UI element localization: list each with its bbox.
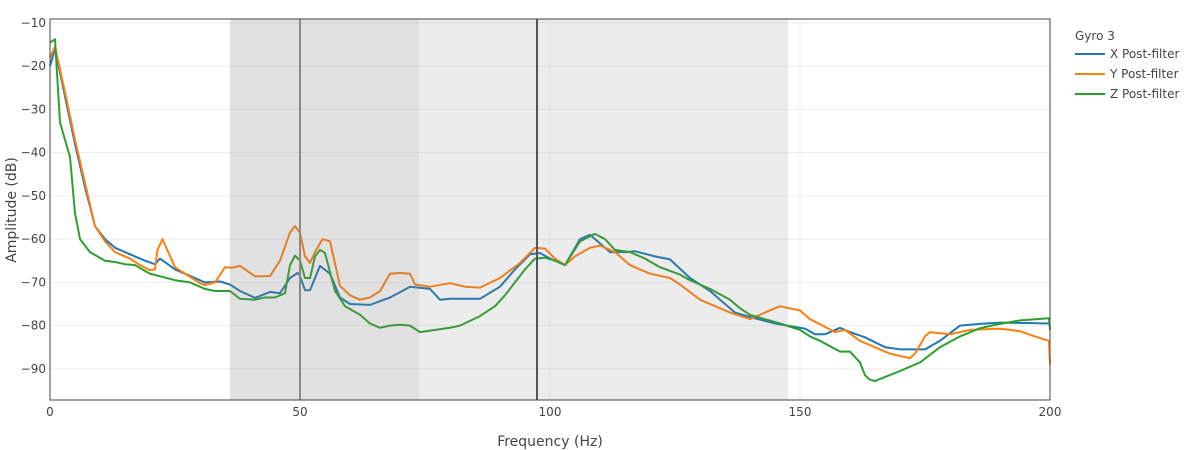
- y-tick-label: −10: [21, 16, 46, 30]
- series-line-y-post-filter: [49, 45, 1051, 365]
- series-lines: [49, 38, 1051, 382]
- y-tick-labels: −10 −20 −30 −40 −50 −60 −70 −80 −90: [21, 16, 46, 376]
- y-tick-label: −70: [21, 275, 46, 289]
- y-tick-label: −40: [21, 146, 46, 160]
- y-tick-label: −60: [21, 232, 46, 246]
- x-tick-label: 200: [1039, 405, 1062, 419]
- shaded-region-light: [419, 19, 788, 400]
- x-tick-label: 0: [46, 405, 54, 419]
- legend-item-label: Y Post-filter: [1109, 67, 1179, 81]
- x-tick-labels: 0 50 100 150 200: [46, 405, 1061, 419]
- x-tick-label: 150: [789, 405, 812, 419]
- x-axis-title: Frequency (Hz): [497, 434, 603, 450]
- shaded-regions: [230, 19, 788, 400]
- plot-frame: [49, 18, 1051, 401]
- series-line-z-post-filter: [49, 38, 1051, 382]
- x-tick-label: 50: [292, 405, 307, 419]
- series-line-x-post-filter: [49, 47, 1051, 351]
- y-tick-label: −30: [21, 102, 46, 116]
- y-axis-title: Amplitude (dB): [4, 157, 20, 263]
- y-tick-label: −80: [21, 319, 46, 333]
- shaded-region-dark: [230, 19, 419, 400]
- legend-title: Gyro 3: [1075, 29, 1115, 43]
- x-tick-label: 100: [539, 405, 562, 419]
- legend[interactable]: Gyro 3 X Post-filter Y Post-filter Z Post-…: [1075, 29, 1179, 101]
- y-tick-label: −50: [21, 189, 46, 203]
- legend-item-label: Z Post-filter: [1110, 87, 1179, 101]
- y-tick-label: −90: [21, 362, 46, 376]
- y-tick-label: −20: [21, 59, 46, 73]
- legend-item-label: X Post-filter: [1110, 47, 1179, 61]
